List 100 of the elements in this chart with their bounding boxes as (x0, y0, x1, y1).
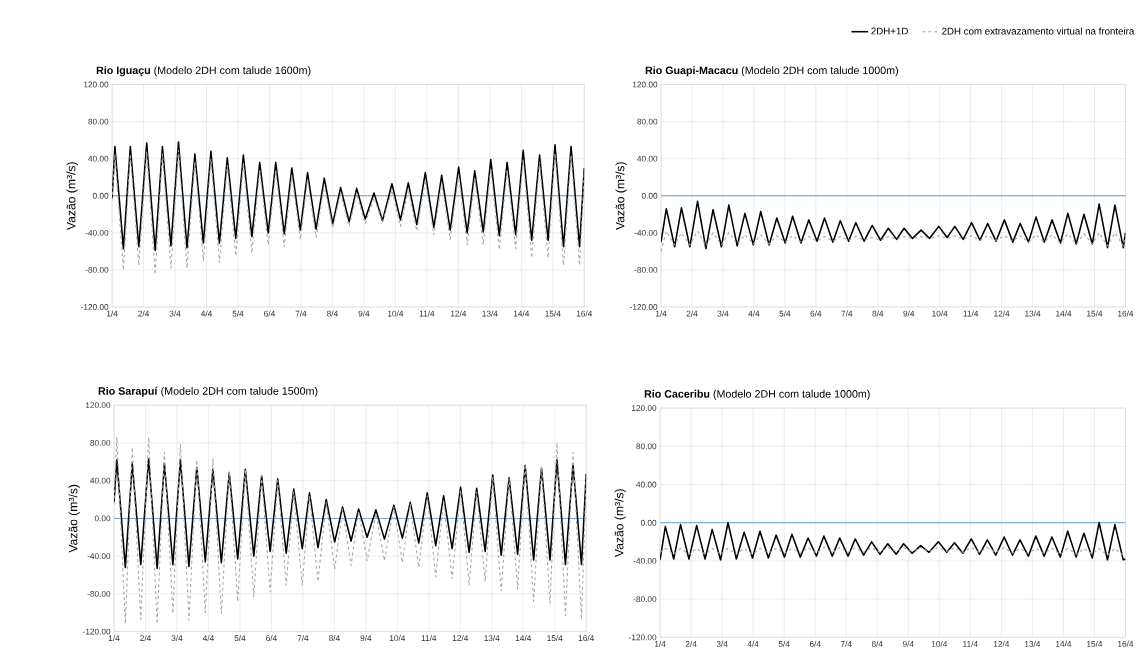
x-tick-label: 4/4 (747, 640, 759, 647)
x-tick-label: 4/4 (202, 635, 214, 642)
x-tick-label: 4/4 (748, 310, 760, 317)
y-tick-label: -40.00 (634, 229, 658, 236)
legend-label: 2DH+1D (871, 27, 908, 35)
x-tick-label: 3/4 (171, 635, 183, 642)
x-tick-label: 7/4 (841, 310, 853, 317)
y-tick-label: 0.00 (641, 192, 658, 199)
x-tick-label: 13/4 (1024, 640, 1041, 647)
y-tick-label: -120.00 (628, 634, 657, 641)
y-tick-label: -120.00 (629, 304, 658, 310)
x-tick-label: 7/4 (297, 635, 309, 642)
y-tick-label: -80.00 (633, 596, 657, 603)
x-tick-label: 16/4 (578, 635, 595, 642)
x-tick-label: 5/4 (778, 640, 790, 647)
x-tick-label: 16/4 (1118, 640, 1134, 647)
chart-title: Rio Caceribu (Modelo 2DH com talude 1000m) (644, 389, 870, 400)
y-tick-label: -40.00 (85, 229, 109, 236)
y-axis-title: Vazão (m³/s) (614, 489, 626, 558)
x-tick-label: 1/4 (108, 635, 120, 642)
y-tick-label: 120.00 (85, 402, 111, 409)
x-tick-label: 15/4 (545, 310, 561, 317)
x-tick-label: 5/4 (779, 310, 791, 317)
x-tick-label: 8/4 (872, 310, 884, 317)
x-tick-label: 3/4 (717, 310, 729, 317)
x-tick-label: 7/4 (295, 310, 307, 317)
y-tick-label: -120.00 (82, 628, 111, 635)
y-tick-label: -80.00 (87, 590, 111, 597)
chart-title: Rio Sarapuí (Modelo 2DH com talude 1500m) (98, 386, 318, 397)
x-tick-label: 2/4 (685, 640, 697, 647)
x-tick-label: 14/4 (1056, 310, 1072, 317)
y-axis-title: Vazão (m³/s) (66, 162, 78, 231)
x-tick-label: 14/4 (1056, 640, 1072, 647)
y-axis-title: Vazão (m³/s) (615, 162, 627, 231)
x-tick-label: 11/4 (421, 635, 437, 642)
y-tick-label: 120.00 (631, 405, 657, 412)
y-tick-label: 80.00 (88, 118, 109, 125)
x-tick-label: 12/4 (993, 640, 1010, 647)
y-tick-label: 0.00 (94, 515, 111, 522)
y-tick-label: 40.00 (90, 477, 111, 484)
x-tick-label: 13/4 (482, 310, 498, 317)
x-tick-label: 12/4 (450, 310, 467, 317)
y-tick-label: -80.00 (85, 267, 109, 273)
x-tick-label: 9/4 (903, 310, 915, 317)
y-tick-label: 120.00 (84, 81, 109, 88)
x-tick-label: 4/4 (200, 310, 213, 317)
x-tick-label: 11/4 (963, 640, 978, 647)
x-tick-label: 9/4 (902, 640, 914, 647)
x-tick-label: 10/4 (932, 310, 948, 317)
chart-title: Rio Iguaçu (Modelo 2DH com talude 1600m) (96, 66, 311, 77)
x-tick-label: 7/4 (840, 640, 852, 647)
y-tick-label: -120.00 (81, 304, 109, 310)
x-tick-label: 5/4 (232, 310, 244, 317)
y-tick-label: -40.00 (87, 553, 111, 560)
x-tick-label: 11/4 (963, 310, 979, 317)
y-tick-label: 0.00 (640, 519, 657, 526)
x-tick-label: 13/4 (1025, 310, 1041, 317)
x-tick-label: 3/4 (716, 640, 728, 647)
x-tick-label: 12/4 (452, 635, 469, 642)
chart-title: Rio Guapi-Macacu (Modelo 2DH com talude 1000m) (645, 66, 898, 77)
y-tick-label: 40.00 (636, 481, 657, 488)
legend-label: 2DH com extravazamento virtual na fronteira (942, 27, 1135, 35)
x-tick-label: 3/4 (169, 310, 181, 317)
y-tick-label: -80.00 (634, 267, 658, 273)
x-tick-label: 1/4 (106, 310, 118, 317)
x-tick-label: 6/4 (266, 635, 277, 642)
x-tick-label: 2/4 (140, 635, 151, 642)
x-tick-label: 2/4 (138, 310, 150, 317)
y-tick-label: 40.00 (637, 155, 658, 162)
x-tick-label: 6/4 (810, 310, 822, 317)
y-tick-label: 0.00 (92, 192, 109, 199)
x-tick-label: 2/4 (686, 310, 698, 317)
x-tick-label: 14/4 (515, 635, 532, 642)
x-tick-label: 16/4 (576, 310, 593, 317)
y-tick-label: 80.00 (90, 440, 111, 446)
x-tick-label: 15/4 (1087, 640, 1103, 647)
y-tick-label: 80.00 (637, 118, 658, 125)
x-tick-label: 1/4 (655, 310, 667, 317)
x-tick-label: 10/4 (931, 640, 948, 647)
x-tick-label: 8/4 (329, 635, 340, 642)
x-tick-label: 12/4 (994, 310, 1010, 317)
x-tick-label: 10/4 (387, 310, 404, 317)
x-tick-label: 8/4 (327, 310, 338, 317)
x-tick-label: 16/4 (1118, 310, 1134, 317)
x-tick-label: 9/4 (360, 635, 372, 642)
y-axis-title: Vazão (m³/s) (68, 484, 80, 553)
x-tick-label: 5/4 (234, 635, 246, 642)
x-tick-label: 15/4 (1087, 310, 1103, 317)
x-tick-label: 14/4 (513, 310, 530, 317)
x-tick-label: 10/4 (389, 635, 406, 642)
x-tick-label: 6/4 (264, 310, 275, 317)
x-tick-label: 8/4 (871, 640, 883, 647)
x-tick-label: 11/4 (419, 310, 435, 317)
y-tick-label: -40.00 (633, 558, 657, 564)
x-tick-label: 15/4 (547, 635, 563, 642)
x-tick-label: 6/4 (809, 640, 821, 647)
y-tick-label: 40.00 (88, 155, 109, 162)
x-tick-label: 9/4 (358, 310, 370, 317)
x-tick-label: 13/4 (484, 635, 500, 642)
y-tick-label: 80.00 (636, 443, 657, 450)
